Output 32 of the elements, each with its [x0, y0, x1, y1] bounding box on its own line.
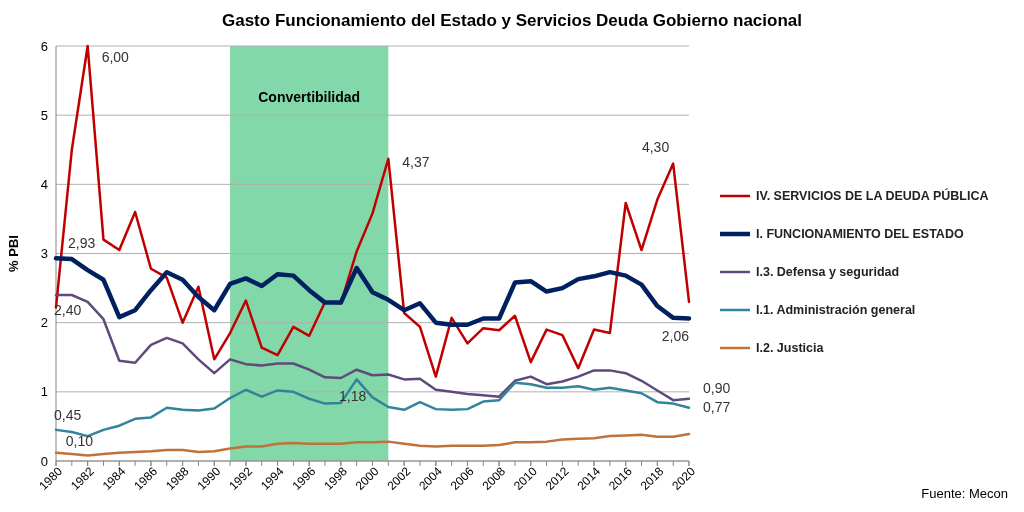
y-tick-label: 2	[40, 315, 48, 331]
line-series	[54, 44, 691, 378]
chart-title: Gasto Funcionamiento del Estado y Servicios Deuda Gobierno nacional	[221, 11, 803, 30]
annotation: 0,77	[703, 398, 731, 415]
annotation: 4,37	[402, 153, 430, 170]
y-tick-label: 1	[40, 384, 48, 400]
annotation: 2,40	[54, 302, 82, 318]
y-tick-label: 6	[40, 38, 48, 54]
annotation: 0,90	[703, 379, 731, 396]
legend-label: I. FUNCIONAMIENTO DEL ESTADO	[756, 227, 964, 242]
legend-label: I.3. Defensa y seguridad	[756, 265, 900, 280]
annotation: 1,18	[339, 388, 367, 405]
line-series	[54, 293, 691, 402]
line-series	[54, 378, 691, 438]
source-note: Fuente: Mecon	[921, 486, 1008, 501]
annotation: 4,30	[641, 138, 670, 155]
legend-label: IV. SERVICIOS DE LA DEUDA PÚBLICA	[756, 188, 989, 204]
line-series	[54, 432, 691, 457]
y-axis-title: % PBI	[6, 235, 21, 272]
legend-label: I.1. Administración general	[756, 303, 916, 318]
y-tick-label: 5	[40, 107, 48, 123]
annotation: 6,00	[101, 49, 130, 65]
annotation: 2,93	[68, 235, 96, 252]
y-tick-label: 4	[40, 176, 48, 192]
legend-label: I.2. Justicia	[756, 341, 825, 356]
band-label: Convertibilidad	[258, 89, 361, 105]
annotation: 0,10	[65, 433, 94, 450]
annotation: 0,45	[54, 406, 82, 423]
annotation: 2,06	[661, 327, 690, 344]
line-series	[53, 256, 692, 327]
y-tick-label: 3	[40, 246, 48, 262]
y-tick-label: 0	[40, 453, 48, 469]
